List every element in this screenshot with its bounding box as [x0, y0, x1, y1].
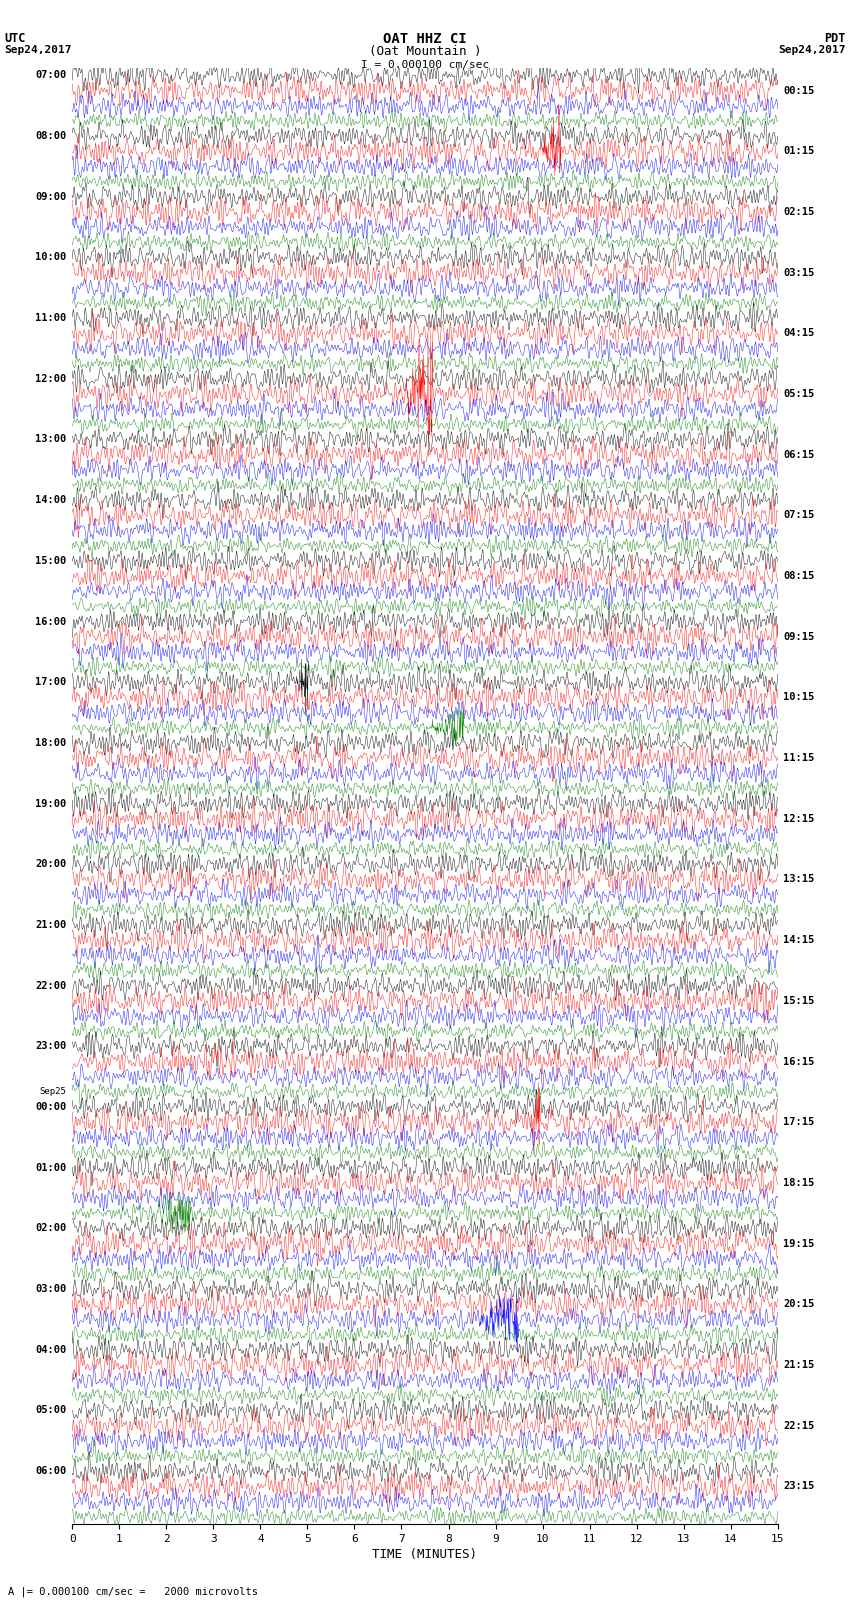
Text: 06:00: 06:00 — [36, 1466, 66, 1476]
Text: 23:00: 23:00 — [36, 1042, 66, 1052]
Text: 01:15: 01:15 — [784, 147, 814, 156]
Text: 04:15: 04:15 — [784, 329, 814, 339]
Text: 07:15: 07:15 — [784, 510, 814, 521]
Text: OAT HHZ CI: OAT HHZ CI — [383, 32, 467, 47]
Text: PDT: PDT — [824, 32, 846, 45]
Text: 23:15: 23:15 — [784, 1481, 814, 1492]
Text: 10:15: 10:15 — [784, 692, 814, 702]
Text: 01:00: 01:00 — [36, 1163, 66, 1173]
Text: 05:00: 05:00 — [36, 1405, 66, 1416]
Text: 17:15: 17:15 — [784, 1118, 814, 1127]
Text: 21:15: 21:15 — [784, 1360, 814, 1369]
Text: 22:00: 22:00 — [36, 981, 66, 990]
Text: 03:15: 03:15 — [784, 268, 814, 277]
Text: Sep24,2017: Sep24,2017 — [4, 45, 71, 55]
Text: 00:15: 00:15 — [784, 85, 814, 95]
Text: 17:00: 17:00 — [36, 677, 66, 687]
Text: 18:15: 18:15 — [784, 1177, 814, 1187]
Text: 20:00: 20:00 — [36, 860, 66, 869]
Text: 15:15: 15:15 — [784, 995, 814, 1007]
Text: I = 0.000100 cm/sec: I = 0.000100 cm/sec — [361, 60, 489, 69]
Text: 13:15: 13:15 — [784, 874, 814, 884]
Text: 14:15: 14:15 — [784, 936, 814, 945]
Text: 20:15: 20:15 — [784, 1300, 814, 1310]
Text: 08:15: 08:15 — [784, 571, 814, 581]
Text: 08:00: 08:00 — [36, 131, 66, 140]
Text: UTC: UTC — [4, 32, 26, 45]
Text: 00:00: 00:00 — [36, 1102, 66, 1111]
Text: A |= 0.000100 cm/sec =   2000 microvolts: A |= 0.000100 cm/sec = 2000 microvolts — [8, 1586, 258, 1597]
Text: 03:00: 03:00 — [36, 1284, 66, 1294]
Text: Sep24,2017: Sep24,2017 — [779, 45, 846, 55]
Text: 16:00: 16:00 — [36, 616, 66, 626]
Text: 14:00: 14:00 — [36, 495, 66, 505]
Text: 10:00: 10:00 — [36, 252, 66, 263]
Text: 21:00: 21:00 — [36, 919, 66, 931]
Text: 22:15: 22:15 — [784, 1421, 814, 1431]
Text: 19:00: 19:00 — [36, 798, 66, 808]
Text: 09:00: 09:00 — [36, 192, 66, 202]
Text: 06:15: 06:15 — [784, 450, 814, 460]
Text: (Oat Mountain ): (Oat Mountain ) — [369, 45, 481, 58]
Text: 12:00: 12:00 — [36, 374, 66, 384]
Text: 16:15: 16:15 — [784, 1057, 814, 1066]
Text: 07:00: 07:00 — [36, 71, 66, 81]
Text: 13:00: 13:00 — [36, 434, 66, 445]
Text: 02:00: 02:00 — [36, 1223, 66, 1234]
X-axis label: TIME (MINUTES): TIME (MINUTES) — [372, 1548, 478, 1561]
Text: 19:15: 19:15 — [784, 1239, 814, 1248]
Text: 02:15: 02:15 — [784, 206, 814, 216]
Text: 04:00: 04:00 — [36, 1345, 66, 1355]
Text: 12:15: 12:15 — [784, 815, 814, 824]
Text: 09:15: 09:15 — [784, 632, 814, 642]
Text: 18:00: 18:00 — [36, 737, 66, 748]
Text: 05:15: 05:15 — [784, 389, 814, 398]
Text: 11:00: 11:00 — [36, 313, 66, 323]
Text: 15:00: 15:00 — [36, 556, 66, 566]
Text: Sep25: Sep25 — [40, 1087, 66, 1097]
Text: 11:15: 11:15 — [784, 753, 814, 763]
